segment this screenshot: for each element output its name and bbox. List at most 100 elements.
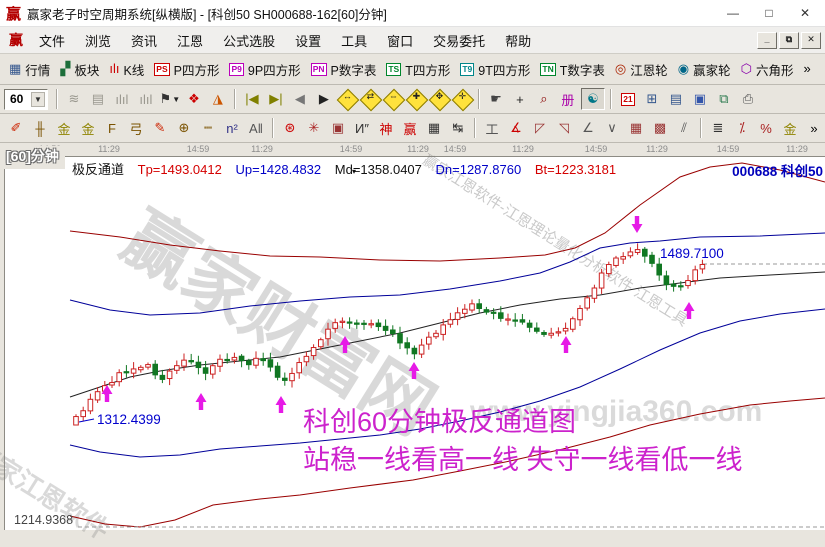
net-transfer-button[interactable]: ⧉ [713,89,735,109]
go-last-button[interactable]: ▶| [265,89,287,109]
candle-body [656,263,663,276]
shen-tool-button[interactable]: 神 [375,118,397,138]
combo-arrow-icon[interactable]: ▼ [31,91,45,107]
zoom-annotate-button[interactable]: ⌕ [533,89,555,109]
square-target-button[interactable]: ▣ [327,118,349,138]
minimize-button[interactable]: — [727,6,739,20]
mdi-minimize[interactable]: _ [757,31,777,49]
flag-marker-button[interactable]: ⚑ ▼ [159,89,181,109]
gradient-chart-button[interactable]: ◮ [207,89,229,109]
menu-trade-entrust[interactable]: 交易委托 [433,33,486,49]
cycle-clock-button[interactable]: ⊕ [173,118,195,138]
p-number-table-button[interactable]: PN P数字表 [306,58,382,81]
calculator-button[interactable]: ⊞ [641,89,663,109]
mdi-close[interactable]: ✕ [801,31,821,49]
price-scale-button[interactable]: ≣ [707,118,729,138]
hand-tool-button[interactable]: ☛ [485,89,507,109]
n-squared-button[interactable]: n² [221,118,243,138]
diamond-collapse-button[interactable]: ✛ [451,88,475,111]
go-prev-button[interactable]: ◀ [289,89,311,109]
grid-arrow-button[interactable]: ▩ [649,118,671,138]
go-first-button[interactable]: |◀ [241,89,263,109]
menu-file[interactable]: 文件 [39,33,66,49]
ruler-comb-button[interactable]: ┉ [197,118,219,138]
sectors-button[interactable]: ▞ 板块 [55,58,104,81]
diamond-expand-x-button[interactable]: ⇔ [382,88,406,111]
menu-gann[interactable]: 江恩 [177,33,204,49]
gold-grid-2-button[interactable]: 金 [77,118,99,138]
p-square-button[interactable]: PS P四方形 [149,58,224,81]
fan-square-button[interactable]: ◸ [529,118,551,138]
percent-line-button[interactable]: % [755,118,777,138]
mdi-restore[interactable]: ⧉ [779,31,799,49]
diamond-4way-button[interactable]: ✥ [428,88,452,111]
kline-label: K线 [123,63,145,78]
hexagon-button[interactable]: ⬡ 六角形 [736,58,799,81]
t-square-button[interactable]: TS T四方形 [381,58,455,81]
percent-slash-button[interactable]: ⁒ [731,118,753,138]
title-bar: 赢 赢家老子时空周期系统[纵横版] - [科创50 SH000688-162[6… [0,0,825,27]
brush-tool-button[interactable]: ✐ [5,118,27,138]
calendar-button[interactable]: 21 [617,89,639,109]
pencil-tool-button[interactable]: ✎ [149,118,171,138]
menu-tools[interactable]: 工具 [341,33,368,49]
v-lines-button[interactable]: ∨ [601,118,623,138]
compass-target-button[interactable]: ⊛ [279,118,301,138]
menu-help[interactable]: 帮助 [505,33,532,49]
mirror-a-button[interactable]: A‖ [245,118,267,138]
menu-formula-stock-pick[interactable]: 公式选股 [223,33,276,49]
candle-body [591,287,598,299]
t-number-table-button[interactable]: TN T数字表 [535,58,609,81]
gann-fan-button[interactable]: ∡ [505,118,527,138]
comb-grid-button[interactable]: ╫ [29,118,51,138]
maximize-button[interactable]: □ [765,6,773,20]
measure-span-button[interactable]: ↹ [447,118,469,138]
quotes-button[interactable]: ▦ 行情 [4,58,55,81]
red-seal-button[interactable]: ❖ [183,89,205,109]
starburst-button[interactable]: ✳ [303,118,325,138]
chart-pane[interactable] [4,156,825,530]
gold-grid-1-button[interactable]: 金 [53,118,75,138]
winner-wheel-button[interactable]: ◉ 赢家轮 [673,58,736,81]
f-grid-button[interactable]: F [101,118,123,138]
save-button[interactable]: ▣ [689,89,711,109]
wave-tool-button[interactable]: ≋ [63,89,85,109]
chart-canvas[interactable]: 1489.7100 1312.4399 1214.9368 [0,143,825,530]
toolbar-overflow-button[interactable]: » [798,60,815,78]
print-button[interactable]: ⎙ [737,89,759,109]
draw-overflow-1-button[interactable]: » [803,118,825,138]
crosshair-tool-button[interactable]: + [509,89,531,109]
fan-box-button[interactable]: ◹ [553,118,575,138]
frame-tool-button[interactable]: 工 [481,118,503,138]
go-next-button[interactable]: ▶ [313,89,335,109]
parallel-lines-button[interactable]: ⫽ [673,118,695,138]
grid-dense-button[interactable]: ▦ [625,118,647,138]
menu-news[interactable]: 资讯 [131,33,158,49]
brain-tool-button[interactable]: ☯ [580,88,605,110]
9t-square-button[interactable]: T9 9T四方形 [455,58,535,81]
menu-browse[interactable]: 浏览 [85,33,112,49]
period-combo[interactable]: 60 ▼ [4,88,48,110]
gold-line-button[interactable]: 金 [779,118,801,138]
book-tool-button[interactable]: 册 [557,89,579,109]
diamond-shrink-x-button[interactable]: ↔ [336,88,360,111]
flag-marker-dropdown-icon[interactable]: ▼ [172,94,181,104]
ying-tool-button[interactable]: 赢 [399,118,421,138]
angle-lines-button[interactable]: ∠ [577,118,599,138]
i-marks-button[interactable]: И″ [351,118,373,138]
bow-grid-button[interactable]: 弓 [125,118,147,138]
close-button[interactable]: ✕ [799,6,811,20]
9p-square-button[interactable]: P9 9P四方形 [224,58,305,81]
bars-small-2-button[interactable]: ılıl [135,89,157,109]
diamond-cross-button[interactable]: ✚ [405,88,429,111]
menu-settings[interactable]: 设置 [295,33,322,49]
fan-box-icon: ◹ [559,120,569,135]
menu-window[interactable]: 窗口 [387,33,414,49]
kline-button[interactable]: ılı K线 [104,58,149,81]
diamond-swap-x-button[interactable]: ⇄ [359,88,383,111]
grid-123-button[interactable]: ▦ [423,118,445,138]
notepad-button[interactable]: ▤ [665,89,687,109]
gann-wheel-button[interactable]: ◎ 江恩轮 [610,58,673,81]
bars-small-button[interactable]: ılıl [111,89,133,109]
note-board-button[interactable]: ▤ [87,89,109,109]
